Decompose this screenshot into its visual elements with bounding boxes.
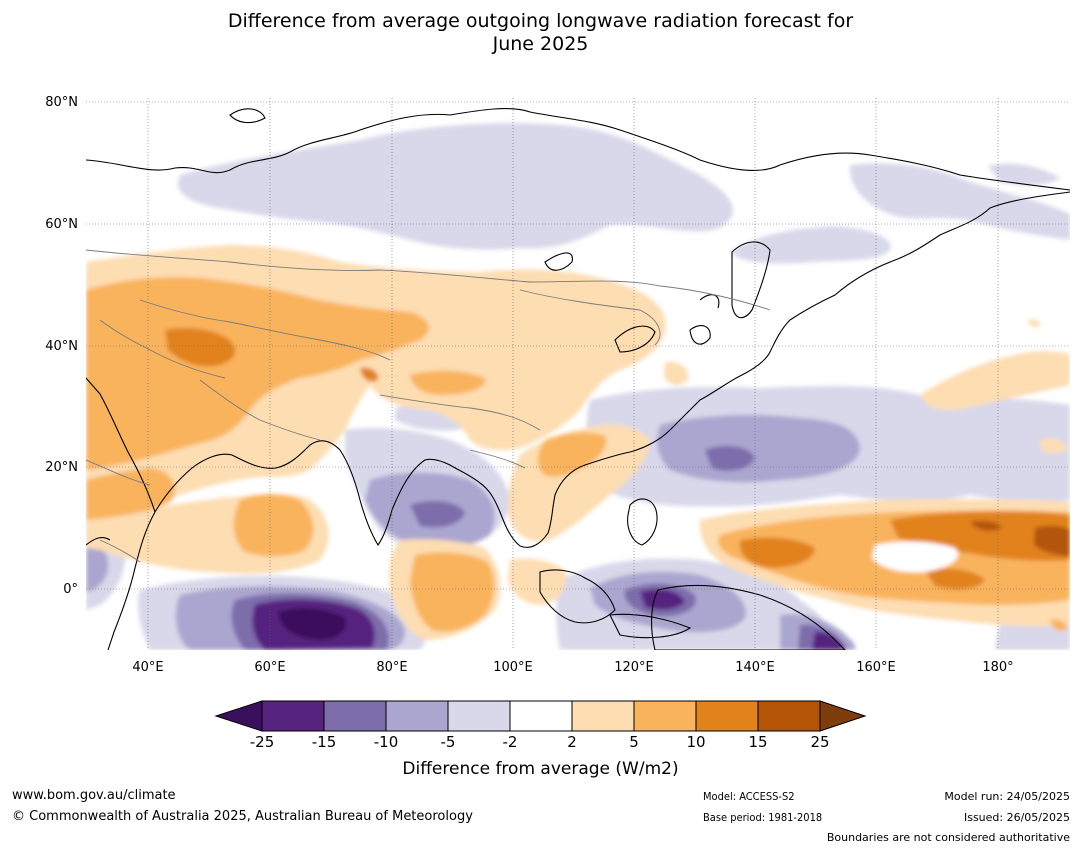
lat-label-0: 0° [63, 582, 78, 597]
anomaly-region [890, 511, 1070, 561]
anomaly-region [988, 163, 1060, 186]
lat-label-20n: 20°N [45, 460, 78, 475]
colorbar-bin [634, 701, 696, 731]
anomaly-region [1050, 619, 1068, 631]
boundaries-note: Boundaries are not considered authoritat… [826, 831, 1070, 844]
anomaly-region [812, 631, 845, 650]
anomaly-region [233, 494, 314, 557]
copyright-text: © Commonwealth of Australia 2025, Austra… [12, 809, 473, 824]
colorbar-bin [572, 701, 634, 731]
lon-label-120e: 120°E [614, 660, 654, 675]
anomaly-region [849, 163, 1070, 240]
anomaly-region [705, 445, 755, 471]
colorbar-tick: -5 [440, 733, 456, 751]
colorbar-bin [448, 701, 510, 731]
lon-label-180: 180° [982, 660, 1014, 675]
colorbar-bin [324, 701, 386, 731]
lon-label-160e: 160°E [856, 660, 896, 675]
anomaly-region [360, 367, 379, 382]
lat-label-40n: 40°N [45, 339, 78, 354]
anomaly-region [537, 432, 606, 477]
anomaly-region [165, 328, 235, 367]
colorbar-tick: 25 [810, 733, 830, 751]
colorbar-bin [386, 701, 448, 731]
anomaly-region [640, 589, 685, 610]
lon-label-40e: 40°E [132, 660, 164, 675]
colorbar-bin [510, 701, 572, 731]
map-title-line-2: June 2025 [492, 33, 589, 55]
anomaly-field [86, 98, 1070, 650]
anomaly-region [86, 277, 429, 470]
anomaly-region [730, 226, 891, 264]
anomaly-region [278, 608, 347, 640]
map-title-line-1: Difference from average outgoing longwav… [227, 10, 854, 32]
anomaly-region [1040, 438, 1068, 454]
anomaly-region [970, 520, 1002, 531]
anomaly-region [410, 552, 495, 632]
colorbar-title: Difference from average (W/m2) [402, 759, 679, 779]
anomaly-region [410, 370, 486, 396]
colorbar-tick: -10 [373, 733, 399, 751]
lon-label-80e: 80°E [376, 660, 408, 675]
anomaly-region [872, 541, 959, 573]
colorbar-tick: -25 [249, 733, 275, 751]
colorbar-tick: 15 [748, 733, 768, 751]
colorbar-tick: -15 [311, 733, 337, 751]
map-title: Difference from average outgoing longwav… [0, 10, 1081, 56]
website-link[interactable]: www.bom.gov.au/climate [12, 788, 176, 803]
base-period-text: Base period: 1981-2018 [703, 811, 823, 824]
anomaly-region [1028, 319, 1041, 327]
anomaly-region [925, 568, 985, 590]
colorbar-tick: 2 [567, 733, 577, 751]
colorbar-bin [262, 701, 324, 731]
colorbar-tick: -2 [502, 733, 518, 751]
lat-label-60n: 60°N [45, 217, 78, 232]
anomaly-region [178, 123, 734, 250]
anomaly-region [664, 361, 689, 385]
colorbar-tick: 10 [686, 733, 706, 751]
lon-label-60e: 60°E [254, 660, 286, 675]
anomaly-region [1034, 525, 1070, 556]
anomaly-region [920, 351, 1070, 411]
colorbar-high-arrow [819, 700, 867, 732]
anomaly-region [410, 500, 465, 528]
anomaly-region [739, 537, 815, 568]
colorbar-bin [696, 701, 758, 731]
model-text: Model: ACCESS-S2 [703, 790, 795, 803]
anomaly-region [86, 468, 175, 520]
model-run-text: Model run: 24/05/2025 [944, 790, 1070, 803]
anomaly-region [86, 544, 109, 592]
colorbar-tick: 5 [629, 733, 639, 751]
anomaly-region [657, 414, 860, 483]
coastlines [86, 108, 1070, 650]
lon-label-140e: 140°E [735, 660, 775, 675]
colorbar-bin [758, 701, 820, 731]
colorbar-low-arrow [214, 700, 263, 732]
lon-label-100e: 100°E [493, 660, 533, 675]
country-borders [86, 249, 771, 563]
lat-label-80n: 80°N [45, 95, 78, 110]
issued-text: Issued: 26/05/2025 [963, 811, 1070, 824]
graticule [86, 98, 1070, 650]
colorbar [214, 700, 867, 732]
